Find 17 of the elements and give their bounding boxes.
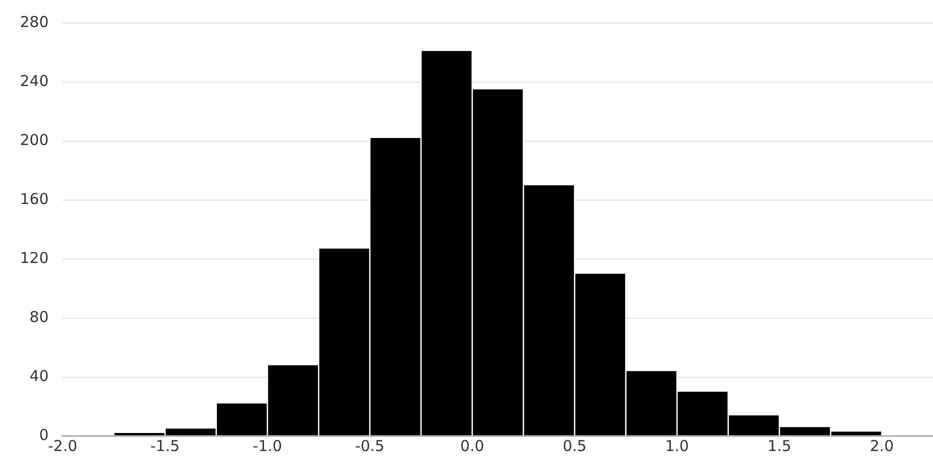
x-tick-label: 0.0 bbox=[460, 436, 484, 455]
y-tick-label: 280 bbox=[20, 12, 49, 31]
y-tick-label: 0 bbox=[39, 426, 49, 444]
y-tick-label: 40 bbox=[30, 366, 49, 385]
x-tick-label: 1.5 bbox=[767, 436, 792, 455]
y-tick-label: 120 bbox=[20, 248, 49, 267]
x-tick-label: 1.0 bbox=[665, 436, 689, 455]
y-tick-label: 240 bbox=[20, 72, 49, 90]
x-tick-label: -1.0 bbox=[252, 436, 282, 455]
x-tick-label: -1.5 bbox=[150, 436, 180, 455]
y-tick-label: 80 bbox=[30, 308, 49, 326]
x-tick-label: -0.5 bbox=[355, 436, 384, 455]
y-tick-label: 200 bbox=[20, 130, 49, 149]
x-tick-label: 2.0 bbox=[870, 436, 894, 455]
x-tick-label: 0.5 bbox=[562, 436, 587, 455]
y-tick-label: 160 bbox=[20, 190, 49, 208]
x-tick-label: -2.0 bbox=[48, 436, 78, 455]
